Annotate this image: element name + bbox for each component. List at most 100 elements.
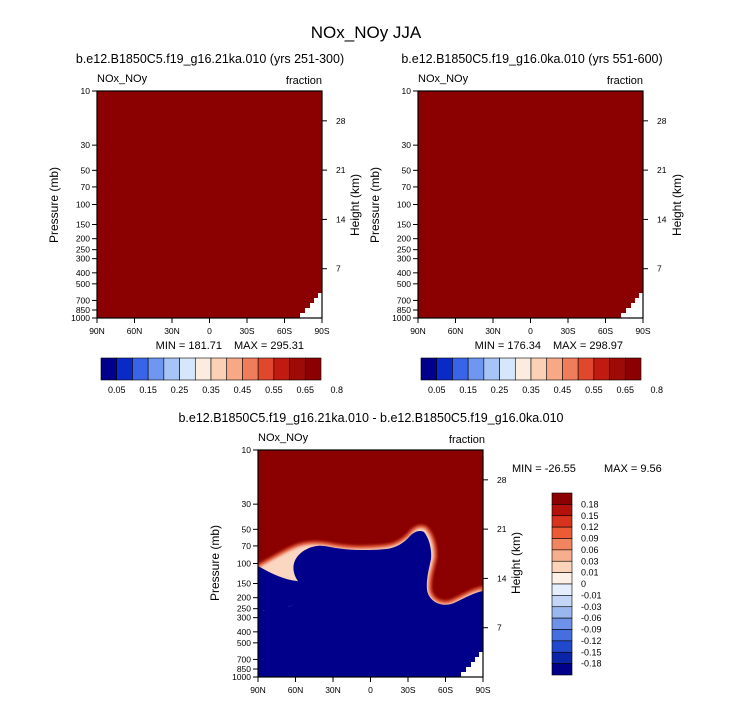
panel-3-min: MIN = -26.55 [512,463,576,475]
y-right-tick-label: 7 [336,264,341,274]
x-tick-label: 60S [598,326,613,336]
y-tick-label: 30 [242,499,252,509]
y-right-tick-label: 28 [336,116,346,126]
colorbar-box [194,357,212,381]
y-tick-label: 400 [237,627,251,637]
panel-3-ylabel: Pressure (mb) [208,525,222,601]
y-tick-label: 150 [76,219,90,229]
y-right-tick-label: 28 [497,475,507,485]
panel-3-ylabel-right: Height (km) [509,532,523,594]
colorbar-label: -0.09 [581,625,602,635]
colorbar-box [436,357,453,381]
x-tick-label: 30N [485,326,501,336]
colorbar-box [551,606,573,619]
panel-3: b.e12.B1850C5.f19_g16.21ka.010 - b.e12.B… [178,411,661,695]
colorbar-box [100,357,118,381]
colorbar-label: 0 [581,579,586,589]
panel-3-colorbar: 0.180.150.120.090.060.030.010-0.01-0.03-… [551,492,602,676]
panel-1: b.e12.B1850C5.f19_g16.21ka.010 (yrs 251-… [47,52,362,395]
y-tick-label: 500 [237,638,251,648]
x-tick-label: 30N [325,685,341,695]
colorbar-box [551,504,573,517]
y-tick-label: 10 [242,445,252,455]
x-tick-label: 90N [250,685,266,695]
colorbar-label: 0.15 [459,385,477,395]
colorbar-label: 0.55 [585,385,603,395]
y-right-tick-label: 7 [657,264,662,274]
colorbar-box [624,357,642,381]
panel-3-units-label: fraction [449,434,485,446]
panel-3-title: b.e12.B1850C5.f19_g16.21ka.010 - b.e12.B… [178,411,563,425]
y-tick-label: 200 [237,593,251,603]
panel-1-y-right-ticks: 28 21 14 7 [322,116,346,274]
colorbar-box [551,538,573,551]
x-tick-label: 30S [560,326,575,336]
colorbar-label: 0.35 [202,385,220,395]
x-tick-label: 30S [239,326,254,336]
x-tick-label: 90S [635,326,650,336]
colorbar-box [467,357,485,381]
panel-2-ylabel: Pressure (mb) [368,167,382,243]
colorbar-box [452,357,469,381]
panel-2-field [418,91,643,318]
colorbar-label: 0.45 [234,385,252,395]
y-tick-label: 1000 [392,313,411,323]
panel-2-x-ticks: 90N 60N 30N 0 30S 60S 90S [410,318,651,336]
colorbar-label: -0.15 [581,647,602,657]
colorbar-box [551,651,573,664]
y-tick-label: 100 [76,200,90,210]
colorbar-box [551,560,573,573]
colorbar-box [551,572,573,585]
x-tick-label: 0 [207,326,212,336]
colorbar-box [132,357,149,381]
y-tick-label: 100 [237,559,251,569]
y-tick-label: 700 [397,295,411,305]
panel-3-y-right-ticks: 28 21 14 7 [483,475,507,633]
y-tick-label: 250 [397,245,411,255]
colorbar-label: 0.06 [581,545,599,555]
y-tick-label: 10 [402,86,412,96]
colorbar-box [551,526,573,539]
colorbar-label: 0.03 [581,556,599,566]
y-right-tick-label: 14 [657,214,667,224]
panel-3-max: MAX = 9.56 [604,463,662,475]
colorbar-box [242,357,259,381]
y-tick-label: 250 [76,245,90,255]
x-tick-label: 90N [410,326,426,336]
y-tick-label: 700 [237,654,251,664]
y-tick-label: 1000 [232,672,251,682]
colorbar-label: 0.15 [581,511,599,521]
colorbar-box [147,357,165,381]
x-tick-label: 30S [400,685,415,695]
colorbar-box [273,357,290,381]
y-tick-label: 400 [76,268,90,278]
y-tick-label: 10 [81,86,91,96]
panel-1-ylabel: Pressure (mb) [47,167,61,243]
colorbar-label: 0.09 [581,534,599,544]
colorbar-box [257,357,275,381]
panel-1-ylabel-right: Height (km) [348,174,362,236]
y-right-tick-label: 21 [497,524,507,534]
colorbar-box [226,357,243,381]
y-tick-label: 100 [397,200,411,210]
colorbar-box [163,357,180,381]
x-tick-label: 0 [528,326,533,336]
y-tick-label: 1000 [71,313,90,323]
colorbar-label: 0.05 [428,385,446,395]
y-tick-label: 300 [76,254,90,264]
y-tick-label: 500 [76,279,90,289]
colorbar-label: -0.06 [581,613,602,623]
x-tick-label: 30N [164,326,180,336]
panel-1-min: MIN = 181.71 [156,340,222,352]
colorbar-box [551,617,573,630]
x-tick-label: 90N [89,326,105,336]
colorbar-box [546,357,563,381]
y-tick-label: 70 [402,182,412,192]
panel-1-x-ticks: 90N 60N 30N 0 30S 60S 90S [89,318,330,336]
colorbar-label: 0.65 [617,385,635,395]
colorbar-box [551,629,573,642]
y-tick-label: 300 [397,254,411,264]
colorbar-box [530,357,548,381]
